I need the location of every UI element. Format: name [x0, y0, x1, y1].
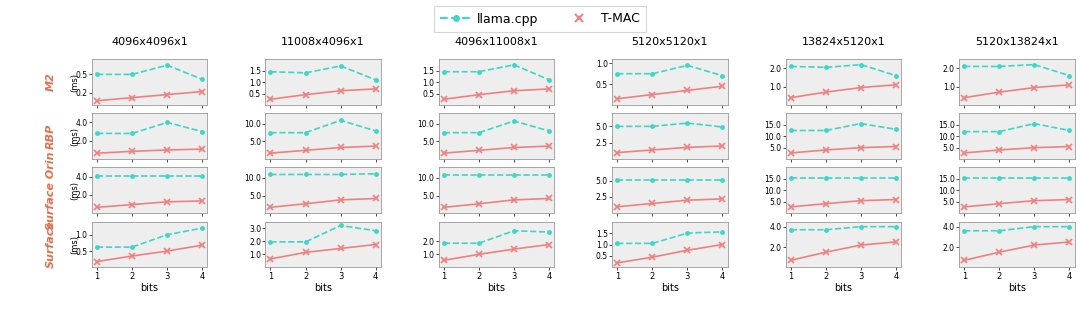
X-axis label: bits: bits — [661, 283, 679, 293]
Text: M2: M2 — [45, 72, 56, 91]
Text: (ms): (ms) — [70, 235, 79, 254]
Text: 5120x13824x1: 5120x13824x1 — [975, 37, 1058, 47]
Text: (ms): (ms) — [70, 181, 79, 200]
X-axis label: bits: bits — [140, 283, 159, 293]
Text: 5120x5120x1: 5120x5120x1 — [632, 37, 708, 47]
Text: 4096x11008x1: 4096x11008x1 — [455, 37, 538, 47]
Text: (ms): (ms) — [70, 127, 79, 146]
Text: 4096x4096x1: 4096x4096x1 — [111, 37, 188, 47]
Text: 13824x5120x1: 13824x5120x1 — [801, 37, 886, 47]
Text: 11008x4096x1: 11008x4096x1 — [281, 37, 365, 47]
X-axis label: bits: bits — [487, 283, 505, 293]
X-axis label: bits: bits — [835, 283, 852, 293]
Text: (ms): (ms) — [70, 72, 79, 91]
Text: Surface Orin: Surface Orin — [45, 151, 56, 230]
X-axis label: bits: bits — [1008, 283, 1026, 293]
X-axis label: bits: bits — [314, 283, 332, 293]
Legend: llama.cpp, T-MAC: llama.cpp, T-MAC — [434, 6, 646, 32]
Text: Surface: Surface — [45, 220, 56, 268]
Text: RBP: RBP — [45, 123, 56, 149]
